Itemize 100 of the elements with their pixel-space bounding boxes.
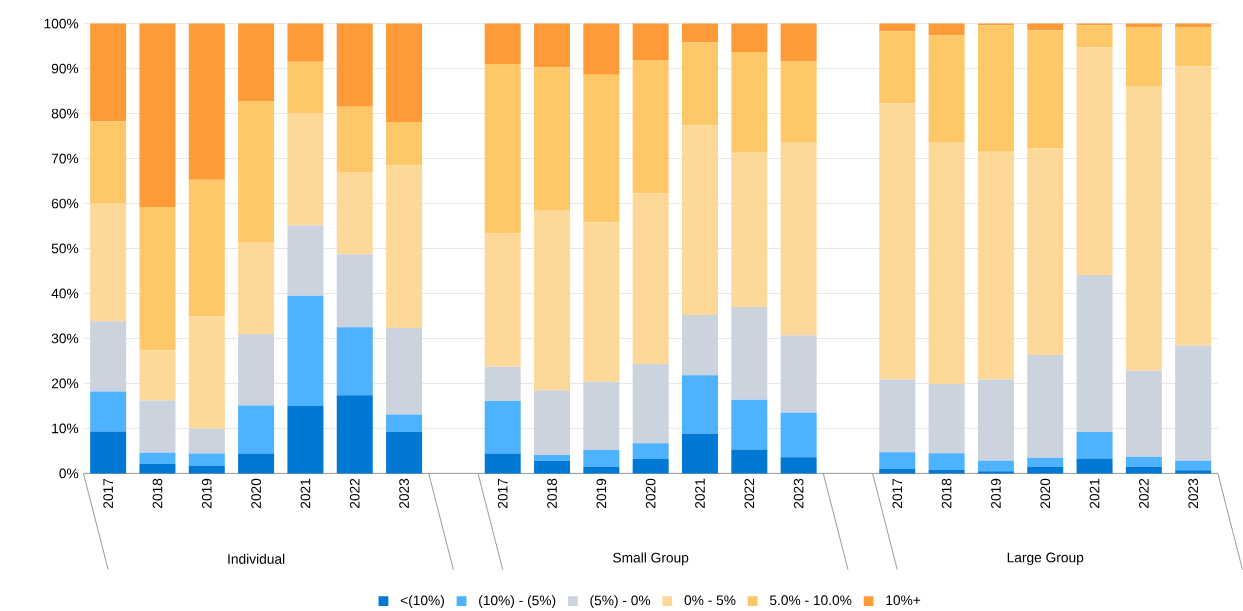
- bar: [977, 379, 1014, 461]
- bar: [731, 306, 768, 400]
- bar: [1027, 30, 1064, 149]
- bar: [681, 315, 718, 376]
- bar: [534, 460, 571, 474]
- bar: [1076, 25, 1113, 48]
- bar: [139, 452, 176, 464]
- legend-label: (5%) - 0%: [590, 595, 651, 608]
- bar: [632, 193, 669, 365]
- x-tick-label: 2020: [645, 478, 656, 509]
- x-tick-label: 2023: [793, 478, 804, 509]
- bar: [90, 203, 127, 322]
- bar: [90, 431, 127, 474]
- y-tick-label: 40%: [51, 288, 79, 299]
- y-tick-label: 70%: [51, 153, 79, 164]
- bar: [583, 74, 620, 223]
- y-tick-label: 90%: [51, 63, 79, 74]
- bar: [139, 207, 176, 351]
- x-tick-label: 2023: [1188, 478, 1199, 509]
- bar: [139, 463, 176, 474]
- bar: [583, 23, 620, 75]
- bar: [681, 42, 718, 126]
- bar: [731, 449, 768, 474]
- bar: [780, 412, 817, 458]
- bar: [188, 23, 225, 180]
- bar: [977, 25, 1014, 152]
- bar: [386, 328, 423, 415]
- bar: [238, 242, 275, 334]
- bar: [632, 23, 669, 60]
- bar: [879, 379, 916, 453]
- x-tick-label: 2021: [695, 478, 705, 509]
- bar: [780, 335, 817, 413]
- bar: [287, 405, 324, 474]
- bar: [1027, 355, 1064, 458]
- y-tick-label: 60%: [51, 198, 79, 209]
- bar: [484, 400, 521, 454]
- x-tick-label: 2019: [991, 478, 1001, 509]
- bar: [336, 327, 373, 396]
- bar: [1125, 456, 1162, 467]
- bar: [139, 350, 176, 401]
- bar: [681, 375, 718, 434]
- bar: [139, 23, 176, 208]
- bar: [336, 23, 373, 107]
- bar: [139, 400, 176, 453]
- legend-label: 10%+: [886, 595, 921, 606]
- bar: [1125, 27, 1162, 87]
- bar: [1125, 86, 1162, 371]
- bar: [977, 460, 1014, 472]
- bar: [188, 179, 225, 317]
- legend-label: 0% - 5%: [684, 595, 736, 606]
- x-tick-label: 2021: [300, 478, 311, 509]
- text: Large Group: [1007, 552, 1084, 566]
- y-tick-label: 10%: [52, 423, 79, 434]
- bar: [1076, 47, 1113, 275]
- bar: [238, 453, 275, 474]
- bar: [879, 31, 916, 104]
- x-tick-label: 2020: [1040, 478, 1051, 509]
- bar: [287, 225, 324, 296]
- bar: [386, 165, 423, 329]
- bar: [1175, 23, 1212, 28]
- bar: [1027, 148, 1064, 356]
- x-tick-label: 2022: [744, 478, 755, 509]
- bar: [90, 23, 127, 122]
- bar: [1175, 460, 1212, 471]
- bar: [534, 390, 571, 455]
- bar: [90, 321, 127, 392]
- bar: [534, 67, 571, 211]
- x-tick-label: 2020: [251, 478, 261, 509]
- bar: [386, 23, 423, 123]
- bar: [632, 59, 669, 194]
- bar: [287, 113, 324, 226]
- bar: [1175, 66, 1212, 346]
- legend-label: (10%) - (5%): [479, 595, 556, 608]
- bar: [534, 210, 571, 391]
- y-tick-label: 20%: [51, 378, 79, 389]
- bar: [336, 106, 373, 172]
- bar: [879, 103, 916, 380]
- bar: [928, 35, 965, 142]
- bar: [879, 23, 916, 32]
- x-tick-label: 2019: [596, 478, 607, 509]
- bar: [977, 151, 1014, 380]
- x-tick-label: 2017: [497, 478, 508, 509]
- bar: [928, 453, 965, 470]
- bar: [1125, 23, 1162, 28]
- bar: [1125, 370, 1162, 457]
- bar: [336, 171, 373, 255]
- legend-label: <(10%): [400, 595, 444, 608]
- bar: [386, 431, 423, 474]
- bar: [287, 295, 324, 406]
- bar: [780, 457, 817, 474]
- text: Small Group: [613, 552, 689, 566]
- bar: [484, 23, 521, 65]
- y-tick-label: 50%: [51, 243, 79, 254]
- bar: [336, 254, 373, 328]
- x-tick-label: 2017: [892, 478, 903, 509]
- bar: [238, 333, 275, 406]
- bar: [1175, 27, 1212, 67]
- bar: [1175, 345, 1212, 461]
- bar: [780, 141, 817, 336]
- legend-label: 5.0% - 10.0%: [769, 595, 852, 606]
